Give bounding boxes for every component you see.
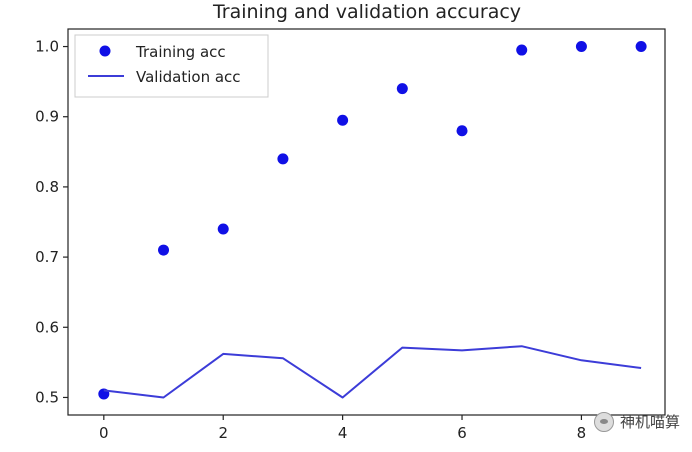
x-tick-label: 8 (577, 424, 587, 442)
y-tick-label: 0.7 (35, 248, 59, 266)
x-axis: 0 2 4 6 8 (99, 415, 586, 442)
legend-marker-training-acc (99, 45, 111, 57)
x-tick-label: 0 (99, 424, 109, 442)
plot-area-frame (67, 28, 666, 416)
series-layer (98, 41, 647, 400)
x-tick-label: 4 (338, 424, 348, 442)
legend-label-validation-acc: Validation acc (136, 68, 241, 86)
y-tick-label: 0.5 (35, 388, 59, 406)
x-tick-label: 2 (218, 424, 228, 442)
wechat-icon (593, 411, 614, 432)
y-tick-label: 1.0 (35, 38, 59, 56)
data-point-training-acc (396, 83, 408, 95)
x-tick-label: 6 (457, 424, 467, 442)
series-line-validation-acc (103, 345, 642, 399)
legend-box (74, 34, 269, 98)
chart-title: Training and validation accuracy (212, 1, 521, 23)
data-point-training-acc (337, 114, 349, 126)
data-point-training-acc (516, 44, 528, 56)
legend-label-training-acc: Training acc (135, 43, 226, 61)
data-point-training-acc (575, 41, 587, 53)
y-tick-label: 0.8 (35, 178, 59, 196)
watermark-text: 神机喵算 (619, 413, 680, 431)
data-point-training-acc (217, 223, 229, 235)
y-tick-label: 0.9 (35, 108, 59, 126)
data-point-training-acc (158, 244, 170, 256)
watermark: 神机喵算 (593, 411, 680, 432)
data-point-training-acc (456, 125, 468, 137)
legend: Training acc Validation acc (74, 34, 269, 98)
y-tick-label: 0.6 (35, 318, 59, 336)
y-axis: 0.5 0.6 0.7 0.8 0.9 1.0 (35, 38, 68, 406)
data-point-training-acc (635, 41, 647, 53)
data-point-training-acc (277, 153, 289, 165)
